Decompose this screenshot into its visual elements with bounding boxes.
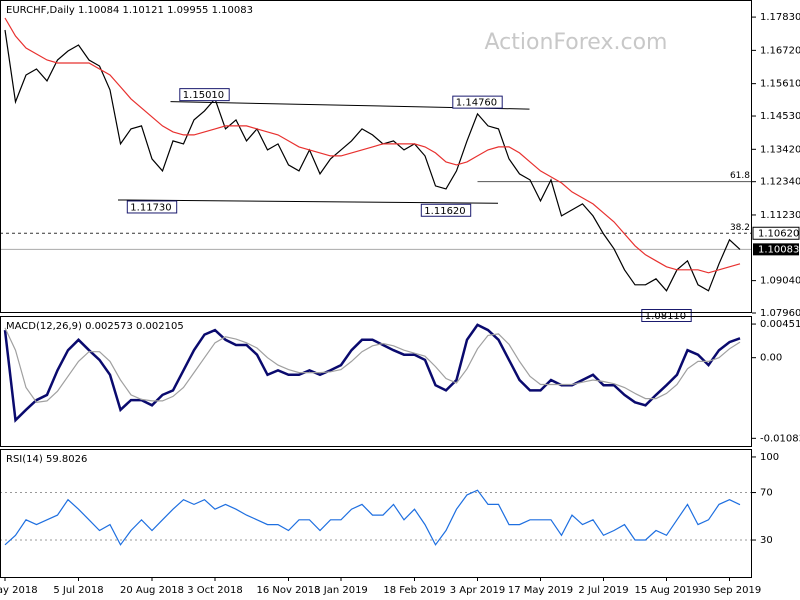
x-tick-label: 2 Jul 2019	[578, 585, 628, 596]
panel-frame	[0, 0, 752, 313]
panel-frame	[0, 316, 752, 447]
x-tick-label: 3 Jan 2019	[314, 585, 368, 596]
x-tick-label: 18 Feb 2019	[383, 585, 445, 596]
y-tick-label: 0.00	[760, 353, 782, 364]
panel-title: MACD(12,26,9) 0.002573 0.002105	[6, 321, 184, 332]
y-tick-label: 1.15610	[760, 79, 800, 90]
pivot-label: 1.11730	[130, 202, 171, 213]
last-price-tag	[753, 243, 799, 256]
x-tick-label: 3 Apr 2019	[450, 585, 505, 596]
y-tick-label: 100	[760, 452, 779, 463]
pivot-box	[452, 95, 503, 109]
x-tick-label: 30 Sep 2019	[698, 585, 761, 596]
pivot-label: 1.11620	[424, 206, 465, 217]
y-tick-label: 1.07960	[760, 308, 800, 319]
pivot-box	[420, 203, 472, 217]
series-line	[4, 29, 741, 292]
x-tick-label: 20 Aug 2018	[120, 585, 184, 596]
y-tick-label: 1.14530	[760, 111, 800, 122]
pivot-label: 1.15010	[183, 90, 224, 101]
y-tick-label: -0.010835	[760, 433, 800, 444]
y-tick-label: 1.09040	[760, 276, 800, 287]
panel-frame	[0, 449, 752, 578]
pivot-box	[126, 200, 178, 214]
panel-title: EURCHF,Daily 1.10084 1.10121 1.09955 1.1…	[6, 5, 253, 16]
watermark: ActionForex.com	[485, 30, 668, 55]
x-tick-label: 3 Oct 2018	[187, 585, 242, 596]
y-tick-label: 30	[760, 535, 773, 546]
last-price-label: 1.10083	[758, 244, 799, 255]
panel-title: RSI(14) 59.8026	[6, 454, 87, 465]
pivot-box	[179, 88, 230, 102]
series-line	[4, 327, 741, 403]
x-tick-label: 16 Nov 2018	[256, 585, 320, 596]
x-tick-label: 22 May 2018	[0, 585, 38, 596]
x-tick-label: 17 May 2019	[508, 585, 573, 596]
y-tick-label: 1.16720	[760, 45, 800, 56]
price-tag-label: 1.10620	[758, 228, 799, 239]
y-tick-label: 1.11230	[760, 210, 800, 221]
y-tick-label: 0.004518	[760, 319, 800, 330]
series-line	[4, 489, 741, 546]
y-tick-label: 70	[760, 488, 773, 499]
x-tick-label: 5 Jul 2018	[53, 585, 103, 596]
fib-label: 38.2	[730, 223, 750, 233]
y-tick-label: 1.13420	[760, 144, 800, 155]
series-line	[4, 17, 741, 274]
y-tick-label: 1.17830	[760, 12, 800, 23]
price-tag	[752, 226, 800, 240]
pivot-label: 1.14760	[456, 98, 497, 109]
y-tick-label: 1.12340	[760, 177, 800, 188]
trendline	[117, 199, 499, 204]
fib-label: 61.8	[730, 171, 750, 181]
series-line	[3, 323, 741, 423]
x-tick-label: 15 Aug 2019	[634, 585, 698, 596]
